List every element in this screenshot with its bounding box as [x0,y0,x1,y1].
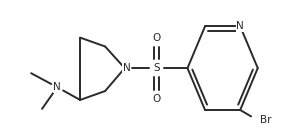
Text: N: N [236,21,244,31]
Text: S: S [153,63,159,73]
Text: O: O [152,33,160,43]
Text: Br: Br [260,115,271,125]
Text: O: O [152,94,160,104]
Text: N: N [53,82,61,92]
Text: N: N [123,63,131,73]
